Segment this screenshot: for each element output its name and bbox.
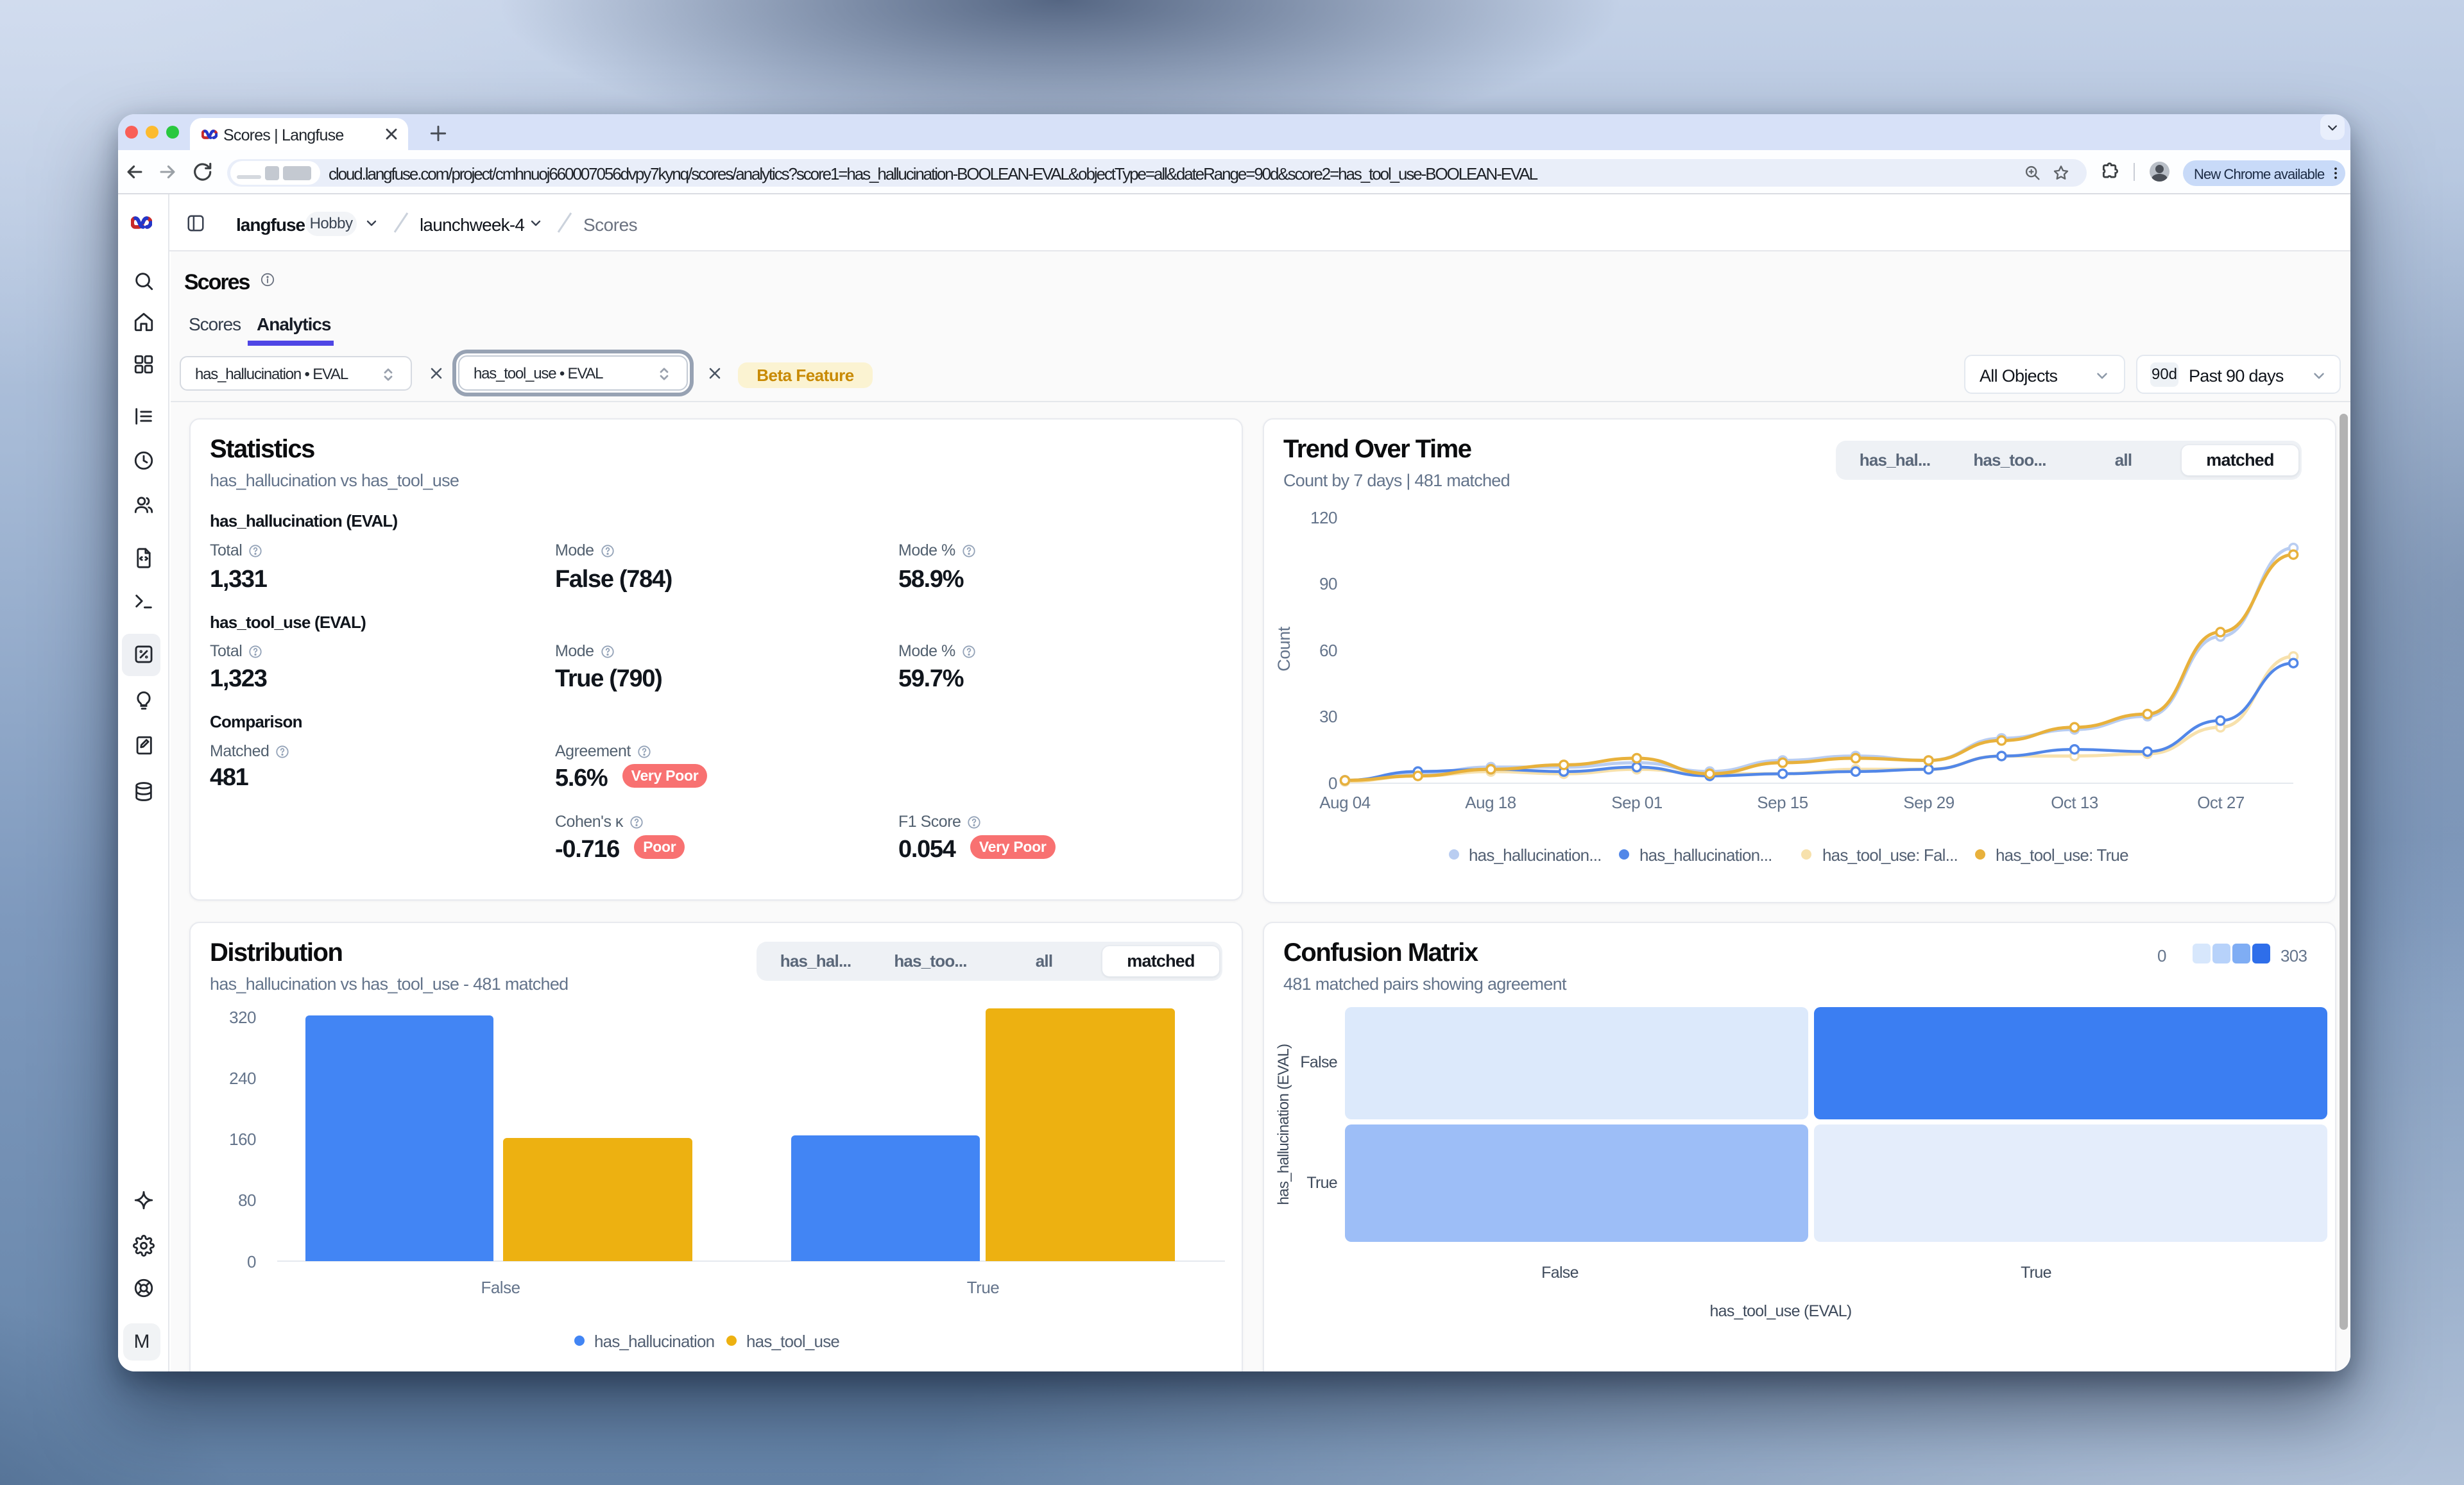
- svg-text:has_hallucination: has_hallucination: [594, 1332, 714, 1351]
- svg-text:Aug 04: Aug 04: [1319, 793, 1370, 812]
- svg-text:30: 30: [1319, 707, 1337, 726]
- svg-text:Sep 01: Sep 01: [1611, 793, 1662, 812]
- svg-text:Count: Count: [1274, 626, 1294, 672]
- svg-text:120: 120: [1310, 508, 1337, 527]
- svg-text:Oct 27: Oct 27: [2197, 793, 2245, 812]
- svg-text:has_tool_use: True: has_tool_use: True: [1996, 845, 2128, 865]
- svg-text:60: 60: [1319, 641, 1337, 660]
- svg-text:False: False: [481, 1278, 520, 1297]
- svg-text:Oct 13: Oct 13: [2051, 793, 2098, 812]
- svg-text:has_tool_use: has_tool_use: [746, 1332, 839, 1351]
- svg-text:Sep 29: Sep 29: [1903, 793, 1954, 812]
- svg-text:320: 320: [229, 1008, 256, 1027]
- svg-text:Sep 15: Sep 15: [1757, 793, 1808, 812]
- svg-text:has_hallucination...: has_hallucination...: [1639, 845, 1772, 865]
- svg-text:80: 80: [238, 1191, 256, 1210]
- svg-text:0: 0: [247, 1252, 256, 1271]
- svg-text:90: 90: [1319, 574, 1337, 593]
- svg-text:0: 0: [1328, 774, 1337, 793]
- svg-text:Aug 18: Aug 18: [1465, 793, 1516, 812]
- svg-text:has_hallucination...: has_hallucination...: [1469, 845, 1602, 865]
- svg-text:True: True: [967, 1278, 1000, 1297]
- svg-text:has_tool_use: Fal...: has_tool_use: Fal...: [1822, 845, 1958, 865]
- svg-text:240: 240: [229, 1069, 256, 1088]
- svg-text:160: 160: [229, 1130, 256, 1149]
